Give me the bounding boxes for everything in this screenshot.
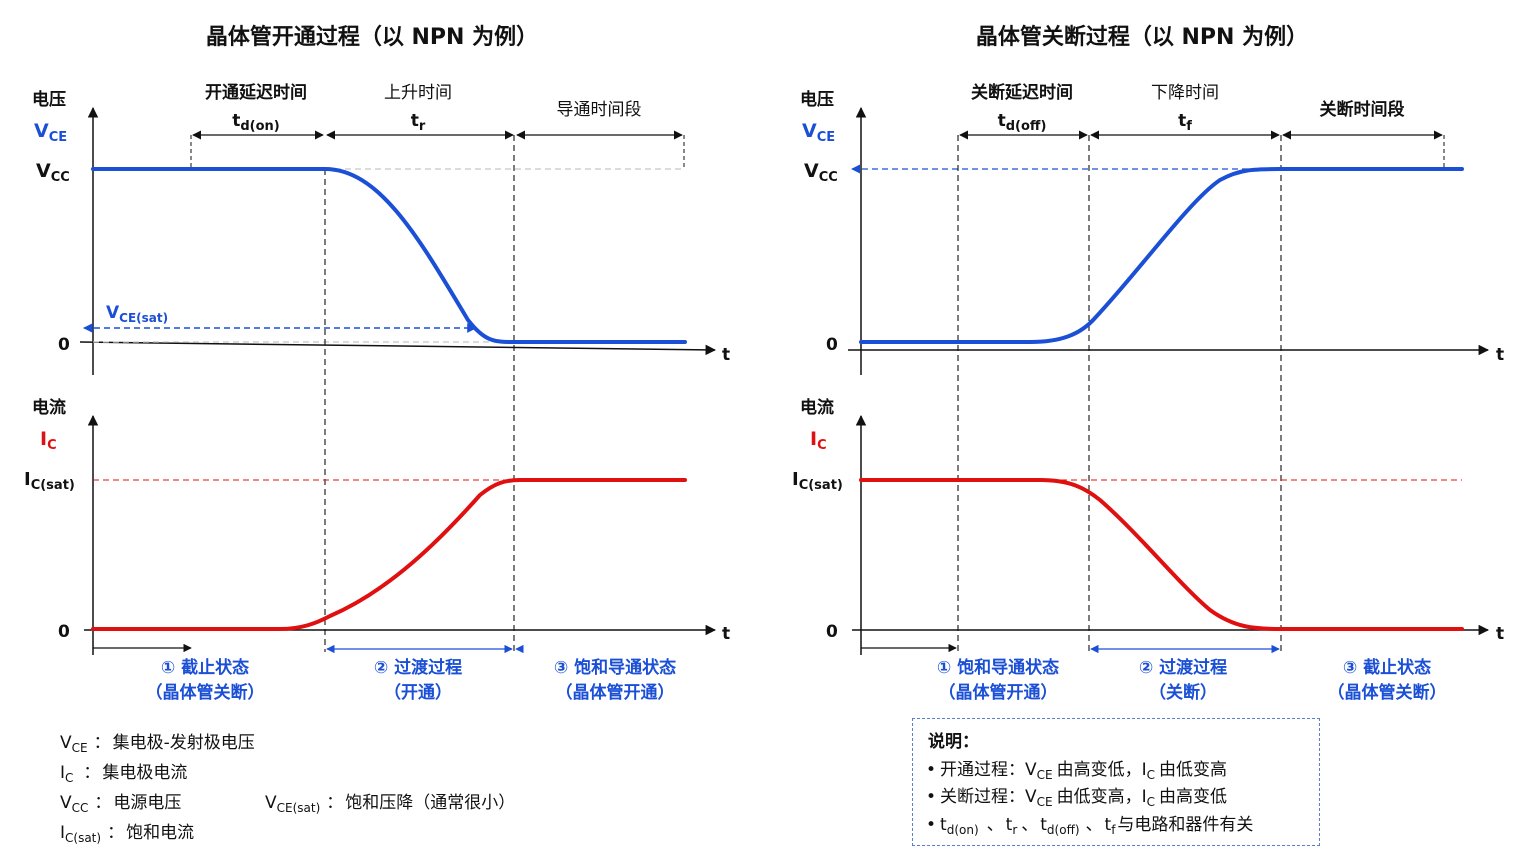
note-line-3: • td(on)、 tr、 td(off)、 tf 与电路和器件有关: [926, 815, 1253, 837]
legend-vcc: VCC：电源电压: [60, 793, 181, 815]
left-interval-2-sym: tr: [411, 111, 426, 134]
right-voltage-label: 电压: [800, 89, 834, 110]
left-voltage-label: 电压: [32, 89, 66, 110]
note-line-2: • 关断过程：VCE 由低变高，IC 由高变低: [926, 787, 1227, 809]
left-vce-label: VCE: [34, 120, 67, 145]
right-zero-v: 0: [826, 335, 838, 355]
left-phase-1-line1: ① 截止状态: [161, 657, 249, 678]
right-phase-3-line1: ③ 截止状态: [1343, 657, 1431, 678]
left-interval-3-name: 导通时间段: [557, 100, 642, 120]
left-vce-curve: [91, 167, 687, 344]
right-interval-2-name: 下降时间: [1151, 83, 1219, 103]
note-title: 说明：: [928, 731, 979, 752]
right-phase-2-line1: ② 过渡过程: [1139, 657, 1227, 678]
right-interval-1-name: 关断延迟时间: [971, 82, 1073, 103]
left-zero-v: 0: [58, 335, 70, 355]
right-t-label-i: t: [1496, 624, 1504, 644]
left-interval-1-sym: td(on): [232, 111, 280, 134]
left-phase-1-line2: （晶体管关断）: [146, 682, 265, 703]
right-phase-1-line1: ① 饱和导通状态: [937, 657, 1059, 678]
left-title: 晶体管开通过程（以 NPN 为例）: [206, 24, 538, 50]
right-t-label-v: t: [1496, 345, 1504, 365]
left-vcesat-label: VCE(sat): [106, 303, 168, 325]
left-interval-2-name: 上升时间: [384, 83, 452, 103]
right-icsat-label: IC(sat): [792, 469, 843, 493]
right-interval-3-name: 关断时间段: [1320, 99, 1405, 120]
left-phase-2-line1: ② 过渡过程: [374, 657, 462, 678]
legend-vcesat: VCE(sat)：饱和压降（通常很小）: [265, 793, 515, 815]
left-phase-2-line2: （开通）: [384, 682, 452, 703]
right-phase-2-line2: （关断）: [1149, 682, 1217, 703]
left-zero-i: 0: [58, 622, 70, 642]
right-vce-label: VCE: [802, 120, 835, 145]
note-line-1: • 开通过程：VCE 由高变低，IC 由低变高: [926, 760, 1227, 782]
right-phase-3-line2: （晶体管关断）: [1328, 682, 1447, 703]
right-interval-2-sym: tf: [1178, 111, 1192, 134]
right-ic-label: IC: [810, 428, 827, 453]
left-phase-3-line1: ③ 饱和导通状态: [554, 657, 676, 678]
legend-vce: VCE：集电极-发射极电压: [60, 733, 255, 755]
right-vce-curve: [859, 167, 1464, 344]
left-icsat-label: IC(sat): [24, 469, 75, 493]
right-zero-i: 0: [826, 622, 838, 642]
left-v-xaxis: [79, 341, 717, 356]
left-t-label-v: t: [722, 345, 730, 365]
note-content: 说明： • 开通过程：VCE 由高变低，IC 由低变高 • 关断过程：VCE 由低变高，I…: [926, 731, 1253, 837]
right-panel: 晶体管关断过程（以 NPN 为例） 电压 VCE VCC 0 t 关断延迟时间 …: [792, 24, 1504, 703]
left-ic-label: IC: [40, 428, 57, 453]
right-interval-1-sym: td(off): [998, 111, 1047, 134]
left-vcc-label: VCC: [36, 160, 70, 185]
legend-icsat: IC(sat)：饱和电流: [60, 823, 194, 845]
right-title: 晶体管关断过程（以 NPN 为例）: [976, 24, 1308, 50]
legend-ic: IC：集电极电流: [60, 763, 187, 785]
left-phase-3-line2: （晶体管开通）: [556, 682, 675, 703]
left-panel: 晶体管开通过程（以 NPN 为例） 电压 VCE VCC 0 t VCE(sat…: [24, 24, 730, 703]
legend: VCE：集电极-发射极电压 IC：集电极电流 VCC：电源电压 VCE(sat)…: [60, 733, 515, 845]
note-box: [912, 718, 1320, 846]
left-current-label: 电流: [32, 397, 66, 418]
right-phase-1-line2: （晶体管开通）: [939, 682, 1058, 703]
left-interval-1-name: 开通延迟时间: [205, 82, 307, 103]
right-ic-curve: [859, 478, 1464, 631]
right-current-label: 电流: [800, 397, 834, 418]
left-t-label-i: t: [722, 624, 730, 644]
left-ic-curve: [91, 478, 687, 631]
right-vcc-label: VCC: [804, 160, 838, 185]
